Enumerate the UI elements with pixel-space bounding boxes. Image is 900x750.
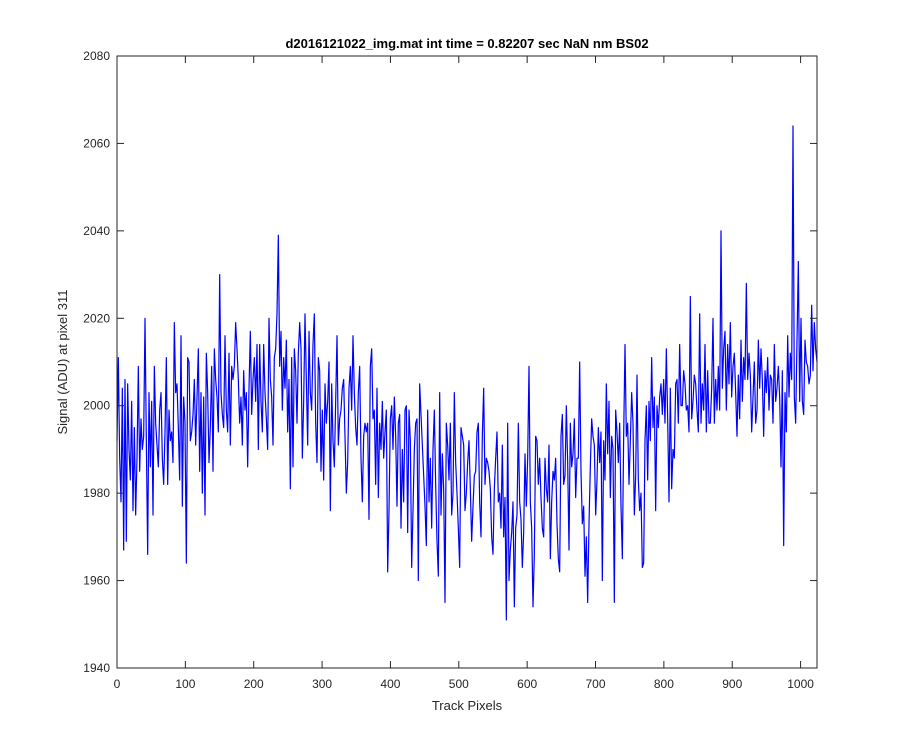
- y-axis-label: Signal (ADU) at pixel 311: [55, 290, 70, 435]
- y-tick-label: 1960: [83, 574, 110, 588]
- x-axis-label: Track Pixels: [432, 698, 503, 713]
- x-tick-label: 1000: [787, 677, 814, 691]
- x-tick-label: 0: [114, 677, 121, 691]
- y-tick-label: 1940: [83, 661, 110, 675]
- x-tick-label: 400: [380, 677, 400, 691]
- x-ticks: 0 100 200 300 400 500 600 700 800 900 1000: [114, 56, 814, 691]
- y-tick-label: 2080: [83, 49, 110, 63]
- x-tick-label: 100: [175, 677, 195, 691]
- x-tick-label: 800: [654, 677, 674, 691]
- x-tick-label: 300: [312, 677, 332, 691]
- series-layer: [116, 125, 818, 621]
- x-tick-label: 900: [722, 677, 742, 691]
- y-ticks: 1940 1960 1980 2000 2020 2040 2060 2080: [83, 49, 817, 675]
- x-tick-label: 500: [449, 677, 469, 691]
- x-tick-label: 700: [586, 677, 606, 691]
- axes-frame: [116, 55, 818, 669]
- y-tick-label: 2040: [83, 224, 110, 238]
- y-tick-label: 2020: [83, 311, 110, 325]
- axes-box: [116, 55, 818, 669]
- chart-title: d2016121022_img.mat int time = 0.82207 s…: [285, 36, 648, 51]
- x-tick-label: 200: [244, 677, 264, 691]
- y-tick-label: 1980: [83, 486, 110, 500]
- y-tick-label: 2000: [83, 399, 110, 413]
- x-tick-label: 600: [517, 677, 537, 691]
- series-line-0: [116, 125, 818, 621]
- y-tick-label: 2060: [83, 136, 110, 150]
